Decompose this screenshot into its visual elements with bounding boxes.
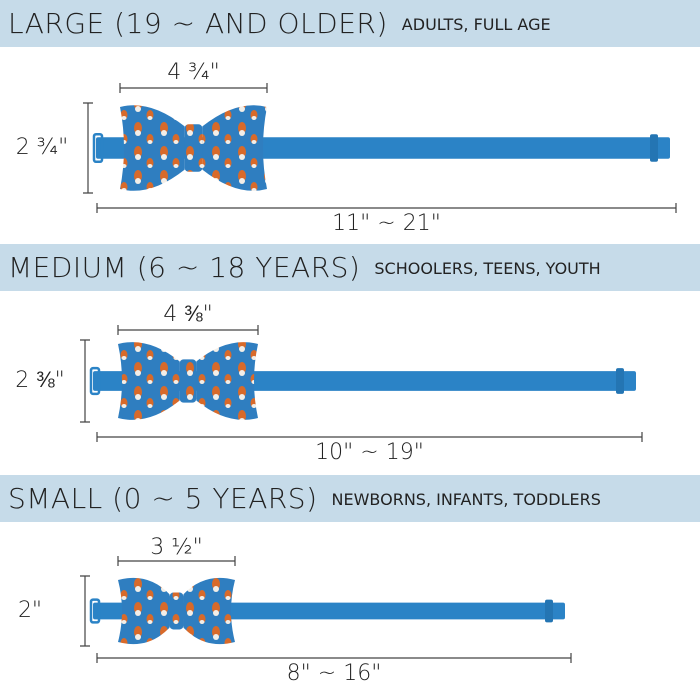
length-label: 10" ~ 19": [315, 440, 424, 465]
section-subtitle: NEWBORNS, INFANTS, TODDLERS: [332, 490, 601, 509]
section-subtitle: ADULTS, FULL AGE: [402, 15, 551, 34]
header-band: [0, 0, 700, 47]
height-label: 2": [18, 598, 42, 623]
strap-slider: [650, 134, 658, 162]
width-bracket: [117, 325, 259, 335]
length-label: 8" ~ 16": [287, 661, 382, 686]
section-heading: MEDIUM (6 ~ 18 YEARS) SCHOOLERS, TEENS, Y…: [8, 251, 601, 284]
strap-hook: [89, 366, 101, 396]
bow-knot: [169, 592, 184, 630]
width-label: 4 ¾": [167, 60, 219, 85]
strap-hook: [89, 598, 101, 624]
bow-right-wing: [196, 342, 258, 420]
section-title: SMALL (0 ~ 5 YEARS): [8, 482, 318, 515]
height-bracket: [80, 575, 90, 647]
strap-slider: [616, 368, 624, 394]
bow-left-wing: [118, 342, 180, 420]
length-label: 11" ~ 21": [332, 211, 441, 236]
height-bracket: [80, 339, 90, 423]
header-band: [0, 475, 700, 522]
bow-right-wing: [202, 105, 267, 191]
section-title: LARGE (19 ~ AND OLDER): [8, 7, 388, 40]
size-section: LARGE (19 ~ AND OLDER) ADULTS, FULL AGE 4 …: [0, 0, 700, 236]
length-bracket: [96, 203, 677, 213]
bow-knot: [184, 124, 203, 172]
width-label: 4 ⅜": [163, 302, 212, 327]
size-section: MEDIUM (6 ~ 18 YEARS) SCHOOLERS, TEENS, Y…: [0, 244, 700, 465]
height-bracket: [83, 102, 93, 194]
section-title: MEDIUM (6 ~ 18 YEARS): [8, 251, 360, 284]
section-heading: LARGE (19 ~ AND OLDER) ADULTS, FULL AGE: [8, 7, 551, 40]
section-subtitle: SCHOOLERS, TEENS, YOUTH: [374, 259, 600, 278]
section-heading: SMALL (0 ~ 5 YEARS) NEWBORNS, INFANTS, TO…: [8, 482, 601, 515]
strap-slider: [545, 599, 553, 623]
bow-left-wing: [118, 577, 170, 645]
height-label: 2 ¾": [16, 135, 68, 160]
header-band: [0, 244, 700, 291]
height-label: 2 ⅜": [15, 368, 64, 393]
size-section: SMALL (0 ~ 5 YEARS) NEWBORNS, INFANTS, TO…: [0, 475, 700, 686]
bow-knot: [179, 359, 197, 403]
width-bracket: [117, 556, 236, 566]
width-bracket: [119, 83, 268, 93]
length-bracket: [96, 432, 643, 442]
strap-hook: [92, 132, 104, 164]
bow-right-wing: [183, 577, 235, 645]
width-label: 3 ½": [150, 535, 202, 560]
length-bracket: [96, 653, 572, 663]
bow-left-wing: [120, 105, 185, 191]
